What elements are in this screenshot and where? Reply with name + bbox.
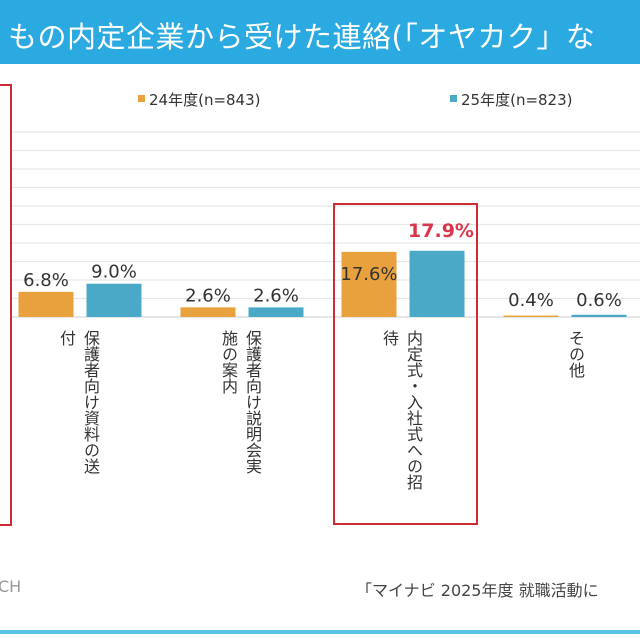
category-label: 内定式・入社式への招待 [377, 330, 425, 490]
chart-title: もの内定企業から受けた連絡(「オヤカク」な [8, 20, 596, 54]
category-label-line: 施の案内 [219, 330, 238, 394]
data-label: 0.4% [508, 290, 554, 311]
bar-24 [18, 291, 74, 317]
bottom-divider [0, 630, 640, 634]
bar-24 [503, 315, 559, 317]
category-label-line: 待 [380, 330, 399, 346]
bar-25 [248, 307, 304, 317]
data-label: 2.6% [253, 285, 299, 306]
bar-25 [571, 314, 627, 317]
bar-25 [409, 250, 465, 317]
data-label: 2.6% [185, 285, 231, 306]
category-label-line: その他 [566, 330, 585, 378]
legend-label: 24年度(n=843) [149, 91, 261, 109]
bar-25 [86, 283, 142, 317]
legend-label: 25年度(n=823) [461, 91, 573, 109]
legend-item-24: 24年度(n=843) [138, 89, 261, 110]
highlight-box-invitation [333, 203, 478, 525]
highlight-box-left [0, 84, 12, 526]
category-label-line: 保護者向け資料の送 [81, 330, 100, 474]
title-banner: もの内定企業から受けた連絡(「オヤカク」な [0, 0, 640, 64]
legend-swatch-orange [138, 95, 145, 102]
data-label: 6.8% [23, 270, 69, 291]
category-label-line: 内定式・入社式への招 [404, 330, 423, 490]
data-label: 17.6% [340, 264, 397, 285]
category-label-line: 保護者向け説明会実 [243, 330, 262, 474]
category-label: 保護者向け説明会実 施の案内 [216, 330, 264, 474]
footer-left-text: CH [0, 577, 22, 596]
category-label-line: 付 [57, 330, 76, 346]
category-label: その他 [563, 330, 587, 378]
bar-24 [341, 251, 397, 317]
source-note: 「マイナビ 2025年度 就職活動に [356, 581, 599, 600]
data-label: 0.6% [576, 290, 622, 311]
legend-swatch-blue [450, 95, 457, 102]
data-label: 9.0% [91, 262, 137, 283]
category-label: 保護者向け資料の送付 [54, 330, 102, 474]
data-label: 17.9% [408, 220, 474, 242]
bar-24 [180, 307, 236, 317]
legend-item-25: 25年度(n=823) [450, 89, 573, 110]
